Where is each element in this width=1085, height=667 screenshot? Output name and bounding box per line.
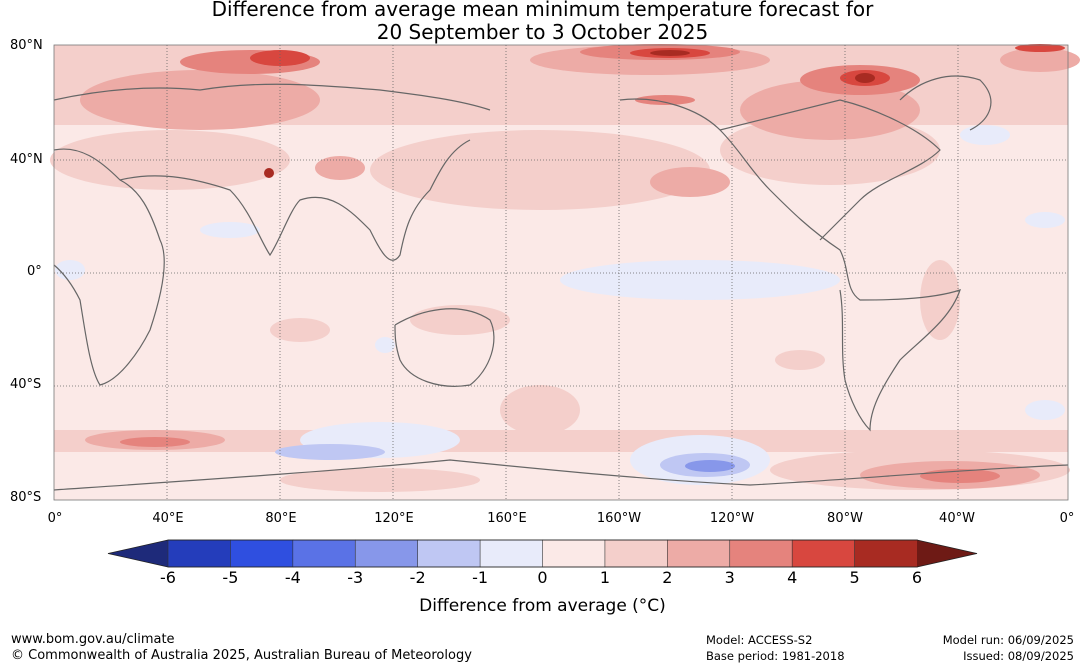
lat-label-80s: 80°S [10, 490, 42, 505]
colorbar-tick-label: -5 [222, 568, 239, 587]
lat-label-80n: 80°N [10, 38, 43, 53]
lon-label-160w: 160°W [596, 511, 642, 526]
lon-label-120w: 120°W [709, 511, 755, 526]
lat-label-0: 0° [27, 264, 42, 279]
colorbar-outline [107, 539, 978, 568]
graticule [54, 45, 1068, 500]
lon-label-120e: 120°E [374, 511, 414, 526]
colorbar-arrow-high [917, 540, 977, 567]
lon-label-0-west: 0° [47, 511, 63, 526]
map-title-line2: 20 September to 3 October 2025 [376, 20, 709, 44]
colorbar-tick-label: 1 [599, 568, 610, 587]
colorbar-segment [292, 539, 357, 568]
colorbar-segment [417, 539, 481, 568]
map-title-line1: Difference from average mean minimum tem… [211, 0, 874, 21]
colorbar-segment [479, 539, 544, 568]
colorbar-tick-label: 4 [787, 568, 798, 587]
lon-label-160e: 160°E [487, 511, 527, 526]
colorbar-segment [167, 539, 232, 568]
map-frame [53, 44, 1069, 501]
lat-label-40n: 40°N [10, 152, 43, 167]
lon-label-80w: 80°W [827, 511, 863, 526]
colorbar-tick-label: -3 [347, 568, 364, 587]
lat-label-40s: 40°S [10, 377, 42, 392]
colorbar-tick-label: -1 [472, 568, 489, 587]
colorbar-segment [604, 539, 669, 568]
footer-url[interactable]: www.bom.gov.au/climate [11, 632, 175, 647]
footer-copyright: © Commonwealth of Australia 2025, Austra… [11, 648, 472, 663]
colorbar-tick-label: -4 [284, 568, 301, 587]
colorbar-tick-label: 3 [724, 568, 735, 587]
anomaly-band-5-6 [264, 50, 875, 178]
colorbar-segment [854, 539, 918, 568]
colorbar-tick-label: 5 [849, 568, 860, 587]
footer-issued: Issued: 08/09/2025 [963, 649, 1074, 663]
colorbar-segment [354, 539, 419, 568]
colorbar-tick-label: 2 [662, 568, 673, 587]
colorbar-segment [542, 539, 606, 568]
coastlines [53, 75, 1069, 491]
lon-label-40w: 40°W [939, 511, 975, 526]
lon-label-40e: 40°E [152, 511, 184, 526]
colorbar-tick-label: 0 [537, 568, 548, 587]
anomaly-band-neg3-neg2 [685, 460, 735, 472]
footer-base-period: Base period: 1981-2018 [706, 649, 845, 663]
colorbar-label: Difference from average (°C) [419, 596, 666, 616]
colorbar-segment [729, 539, 793, 568]
lon-label-80e: 80°E [265, 511, 297, 526]
colorbar-segment [230, 539, 294, 568]
colorbar-tick-label: -6 [160, 568, 176, 587]
colorbar [107, 539, 978, 568]
colorbar-segment [791, 539, 856, 568]
colorbar-arrow-low [108, 540, 168, 567]
colorbar-tick-label: -2 [409, 568, 426, 587]
footer-model: Model: ACCESS-S2 [706, 633, 813, 647]
lon-label-0-east: 0° [1059, 511, 1075, 526]
footer-model-run: Model run: 06/09/2025 [942, 633, 1074, 647]
colorbar-tick-label: 6 [911, 568, 923, 587]
colorbar-segment [667, 539, 731, 568]
